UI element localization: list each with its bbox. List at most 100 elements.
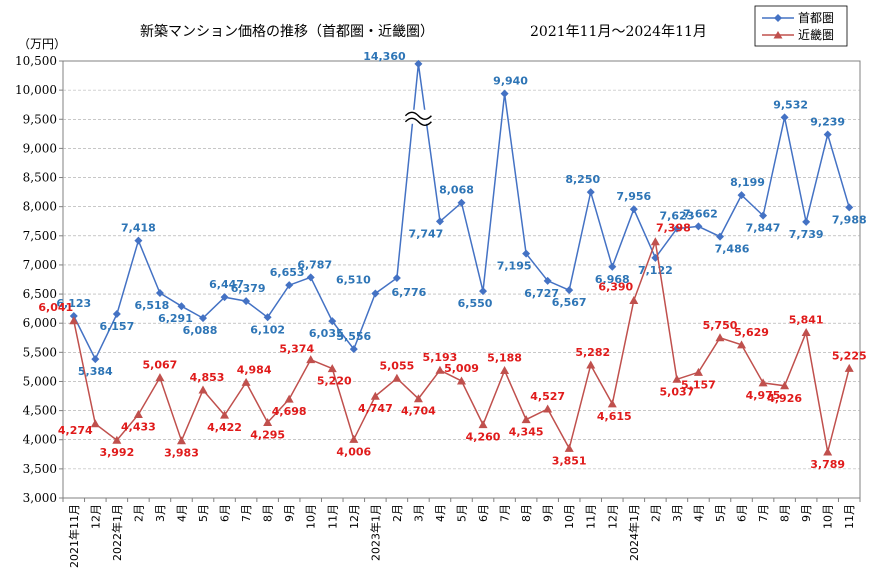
marker-shutoken [134, 236, 143, 245]
data-label-kinki: 4,698 [272, 405, 307, 418]
y-tick-label: 8,500 [23, 171, 57, 185]
series-kinki: 6,041 4,274 3,992 4,433 5,067 3,983 4,853 4,422… [38, 222, 866, 471]
legend-label-shutoken: 首都圏 [798, 11, 834, 25]
data-label-shutoken: 7,662 [683, 207, 718, 220]
legend-marker-shutoken [774, 14, 782, 22]
data-label-kinki: 7,398 [656, 222, 691, 235]
data-label-shutoken: 6,102 [250, 323, 285, 336]
data-label-kinki: 5,220 [317, 375, 352, 388]
x-tick-label: 2024年1月 [627, 504, 641, 561]
data-label-shutoken: 6,157 [99, 320, 134, 333]
data-label-shutoken: 6,123 [56, 297, 91, 310]
marker-shutoken [802, 217, 811, 226]
y-tick-label: 8,000 [23, 200, 57, 214]
x-axis-ticks: 2021年11月 12月 2022年1月 2月 3月 4月 5月 6月 7月 8月 9月 10月 11月… [62, 498, 861, 568]
marker-kinki [758, 378, 768, 387]
marker-shutoken [522, 249, 531, 258]
legend-box [754, 5, 848, 47]
x-tick-label: 6月 [477, 504, 490, 522]
data-label-kinki: 5,841 [789, 313, 824, 326]
x-tick-label: 7月 [499, 504, 512, 522]
marker-shutoken [69, 312, 78, 321]
gridlines [63, 89, 860, 470]
data-label-shutoken: 6,518 [135, 299, 170, 312]
marker-shutoken [306, 273, 315, 282]
x-tick-label: 3月 [671, 504, 684, 522]
data-label-shutoken: 6,447 [209, 278, 244, 291]
marker-shutoken [823, 130, 832, 139]
x-tick-label: 5月 [456, 504, 469, 522]
y-tick-label: 3,500 [23, 462, 57, 476]
chart-title: 新築マンション価格の推移（首都圏・近畿圏） [140, 24, 434, 40]
x-tick-label: 12月 [348, 504, 361, 529]
x-tick-label: 8月 [520, 504, 533, 522]
x-tick-label: 2022年1月 [110, 504, 124, 561]
x-tick-label: 6月 [736, 504, 749, 522]
data-label-kinki: 5,067 [143, 359, 178, 372]
marker-shutoken [565, 286, 574, 295]
data-label-shutoken: 6,510 [336, 273, 371, 286]
data-label-kinki: 5,009 [444, 362, 479, 375]
marker-shutoken [737, 191, 746, 200]
data-label-kinki: 4,422 [207, 421, 242, 434]
marker-kinki [349, 434, 359, 443]
data-label-kinki: 5,157 [681, 378, 716, 391]
data-label-shutoken: 9,239 [810, 115, 845, 128]
data-label-kinki: 4,747 [358, 402, 393, 415]
marker-kinki [521, 415, 531, 424]
data-label-shutoken: 8,199 [730, 176, 765, 189]
plot-frame [62, 60, 861, 499]
x-tick-label: 5月 [197, 504, 210, 522]
marker-shutoken [263, 313, 272, 322]
marker-shutoken [629, 205, 638, 214]
data-label-shutoken: 7,195 [497, 260, 532, 273]
marker-kinki [478, 420, 488, 429]
data-label-kinki: 4,853 [190, 371, 225, 384]
data-label-kinki: 5,055 [379, 359, 414, 372]
marker-kinki [241, 377, 251, 386]
data-label-shutoken: 5,556 [336, 330, 371, 343]
data-label-kinki: 5,629 [734, 326, 769, 339]
marker-kinki [284, 394, 294, 403]
data-label-kinki: 4,433 [121, 421, 156, 434]
x-tick-label: 8月 [779, 504, 792, 522]
plot-area: 3,000 3,500 4,000 4,500 5,000 5,500 6,000 6,500… [15, 50, 867, 568]
marker-shutoken [371, 289, 380, 298]
data-label-kinki: 5,188 [487, 352, 522, 365]
marker-shutoken [457, 198, 466, 207]
data-label-shutoken: 6,035 [309, 327, 344, 340]
x-tick-label: 3月 [412, 504, 425, 522]
data-label-kinki: 5,193 [423, 351, 458, 364]
marker-kinki [413, 394, 423, 403]
data-label-shutoken: 6,291 [158, 312, 193, 325]
data-label-shutoken: 14,360 [363, 50, 406, 63]
data-label-kinki: 5,750 [703, 319, 738, 332]
data-label-shutoken: 6,727 [524, 287, 559, 300]
data-label-kinki: 4,527 [530, 390, 565, 403]
marker-kinki [823, 447, 833, 456]
marker-shutoken [479, 287, 488, 296]
marker-shutoken [349, 345, 358, 354]
marker-shutoken [177, 302, 186, 311]
data-label-shutoken: 6,776 [391, 286, 426, 299]
marker-kinki [69, 316, 79, 325]
data-label-shutoken: 7,623 [660, 210, 695, 223]
data-label-shutoken: 8,068 [439, 184, 474, 197]
x-tick-label: 9月 [800, 504, 813, 522]
marker-shutoken [759, 211, 768, 220]
marker-kinki [543, 404, 553, 413]
data-label-kinki: 4,274 [58, 424, 93, 437]
marker-kinki [90, 419, 100, 428]
x-tick-label: 11月 [585, 504, 598, 529]
x-tick-label: 2月 [391, 504, 404, 522]
data-label-shutoken: 5,384 [78, 365, 113, 378]
marker-kinki [392, 373, 402, 382]
x-tick-label: 8月 [262, 504, 275, 522]
data-label-shutoken: 9,532 [773, 98, 808, 111]
data-label-shutoken: 6,787 [297, 258, 332, 271]
x-tick-label: 2021年11月 [67, 504, 81, 568]
y-tick-label: 9,000 [23, 141, 57, 155]
x-tick-label: 7月 [757, 504, 770, 522]
y-tick-label: 10,000 [15, 83, 57, 97]
